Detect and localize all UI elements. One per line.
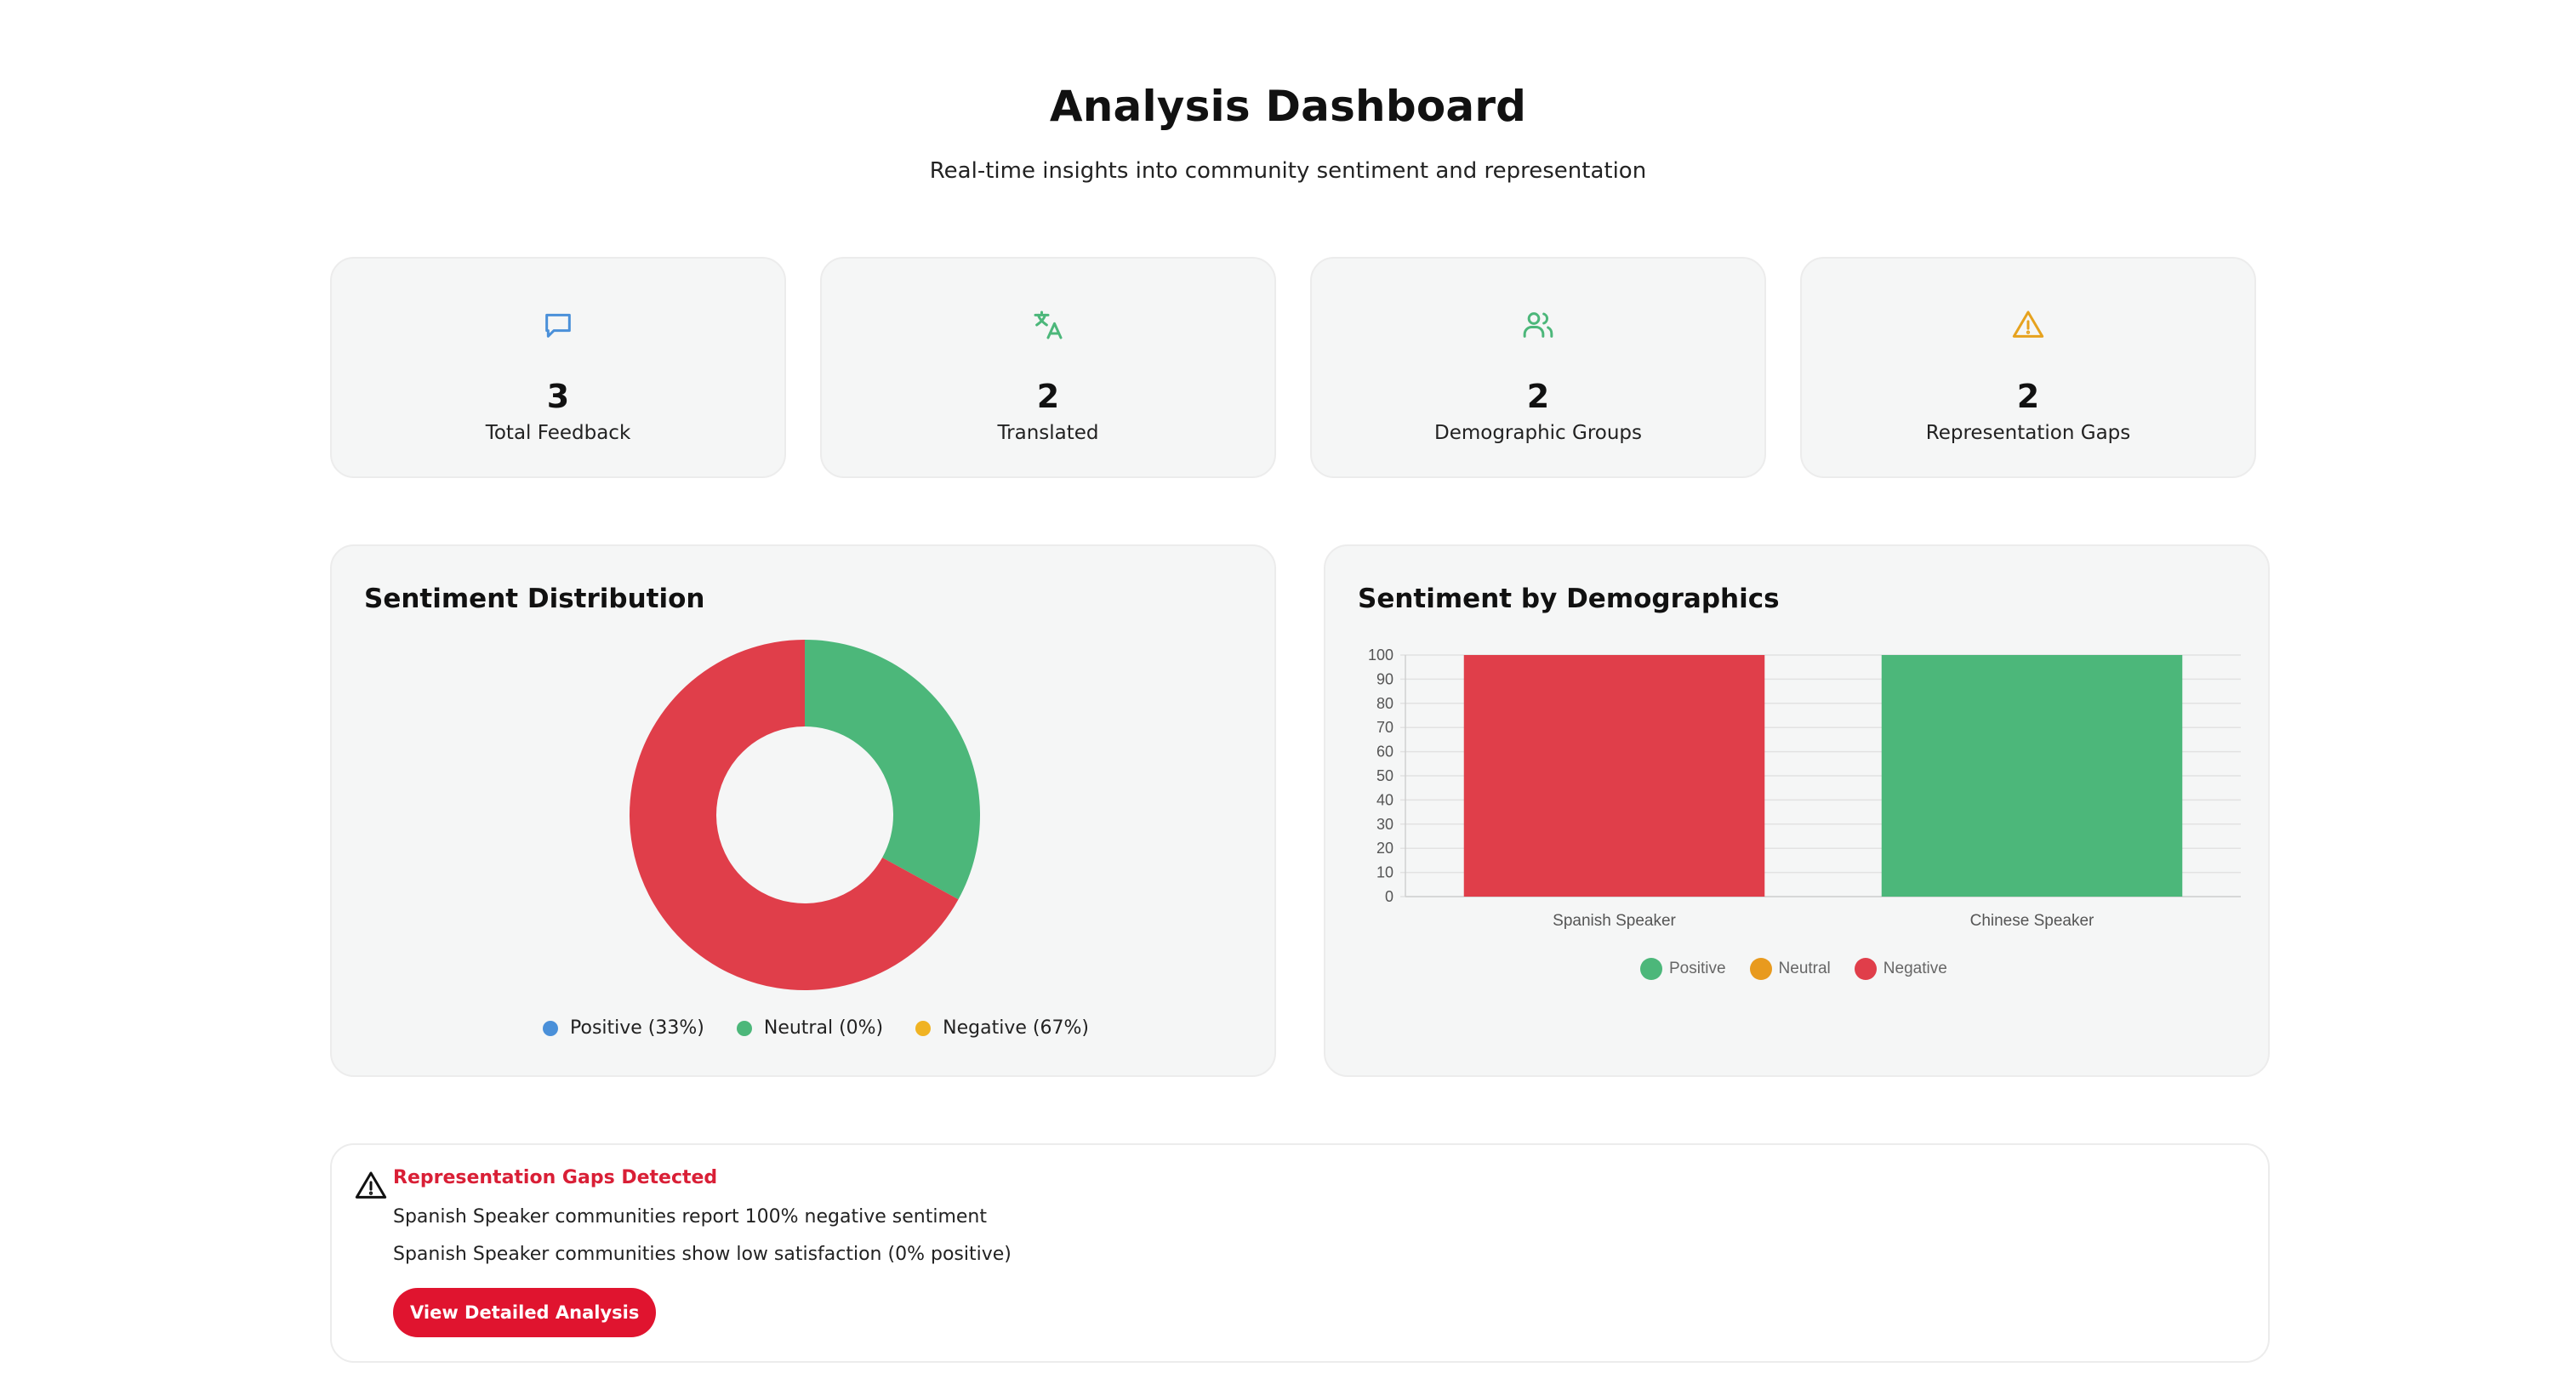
x-tick-label: Spanish Speaker	[1553, 912, 1676, 930]
page-title: Analysis Dashboard	[1049, 82, 1527, 131]
donut-legend: Positive (33%) Neutral (0%) Negative (67…	[543, 1017, 1121, 1039]
legend-item-positive[interactable]: Positive	[1640, 958, 1726, 980]
bar-legend: Positive Neutral Negative	[1640, 958, 1971, 980]
stat-card-total-feedback: 3 Total Feedback	[330, 257, 786, 478]
y-tick-label: 100	[1368, 647, 1393, 664]
warning-icon	[1802, 308, 2254, 345]
x-tick-label: Chinese Speaker	[1970, 912, 2094, 930]
legend-label: Negative (67%)	[943, 1017, 1089, 1039]
legend-label: Positive	[1669, 960, 1726, 977]
y-tick-label: 10	[1376, 864, 1393, 881]
legend-dot	[736, 1020, 752, 1036]
stat-label: Translated	[997, 422, 1099, 444]
legend-dot	[915, 1020, 932, 1036]
stat-label: Representation Gaps	[1925, 422, 2131, 444]
y-tick-label: 50	[1376, 767, 1393, 784]
stat-value: 2	[2016, 378, 2040, 415]
legend-item-neutral[interactable]: Neutral (0%)	[736, 1017, 884, 1039]
message-icon	[332, 308, 784, 345]
representation-gaps-alert: Representation Gaps Detected Spanish Spe…	[330, 1143, 2270, 1363]
legend-label: Neutral	[1778, 960, 1831, 977]
alert-line: Spanish Speaker communities show low sat…	[393, 1244, 1012, 1265]
y-tick-label: 90	[1376, 670, 1393, 687]
y-tick-label: 80	[1376, 695, 1393, 712]
stat-value: 3	[546, 378, 570, 415]
stat-card-demographic-groups: 2 Demographic Groups	[1310, 257, 1766, 478]
panel-title: Sentiment Distribution	[364, 584, 705, 614]
legend-item-neutral[interactable]: Neutral	[1749, 958, 1831, 980]
y-tick-label: 20	[1376, 840, 1393, 857]
legend-label: Neutral (0%)	[763, 1017, 884, 1039]
y-tick-label: 60	[1376, 743, 1393, 761]
stat-value: 2	[1036, 378, 1060, 415]
legend-label: Negative	[1883, 960, 1947, 977]
legend-dot	[1854, 958, 1877, 980]
bar-chinese-speaker-positive[interactable]	[1881, 655, 2183, 897]
page-subtitle: Real-time insights into community sentim…	[929, 158, 1647, 184]
stat-value: 2	[1526, 378, 1550, 415]
donut-slice-negative[interactable]	[630, 640, 959, 990]
legend-item-negative[interactable]: Negative (67%)	[915, 1017, 1089, 1039]
legend-item-negative[interactable]: Negative	[1854, 958, 1947, 980]
bar-spanish-speaker-negative[interactable]	[1463, 655, 1765, 897]
legend-dot	[1749, 958, 1772, 980]
y-tick-label: 0	[1385, 888, 1393, 905]
warning-icon	[354, 1169, 388, 1203]
translate-icon	[822, 308, 1274, 345]
legend-label: Positive (33%)	[570, 1017, 704, 1039]
bar-chart: 0 10 20 30 40 50 60 70 80 90 100 Spanish Speaker Chi…	[1368, 647, 2241, 930]
stat-card-representation-gaps: 2 Representation Gaps	[1800, 257, 2256, 478]
users-icon	[1312, 308, 1764, 345]
donut-chart	[630, 640, 980, 990]
legend-dot	[1640, 958, 1662, 980]
donut-slice-positive[interactable]	[805, 640, 980, 900]
stat-label: Total Feedback	[485, 422, 631, 444]
legend-item-positive[interactable]: Positive (33%)	[543, 1017, 704, 1039]
view-detailed-analysis-button[interactable]: View Detailed Analysis	[393, 1288, 657, 1337]
alert-line: Spanish Speaker communities report 100% …	[393, 1206, 987, 1228]
y-tick-label: 70	[1376, 719, 1393, 736]
sentiment-demographics-panel: Sentiment by Demographics 0 10 20 30 40 50 60 7…	[1324, 544, 2270, 1077]
y-tick-label: 40	[1376, 791, 1393, 808]
alert-title: Representation Gaps Detected	[393, 1167, 718, 1188]
legend-dot	[543, 1020, 558, 1036]
sentiment-distribution-panel: Sentiment Distribution Positive (33%) Ne…	[330, 544, 1276, 1077]
stat-label: Demographic Groups	[1433, 422, 1642, 444]
panel-title: Sentiment by Demographics	[1358, 584, 1780, 614]
stat-card-translated: 2 Translated	[820, 257, 1276, 478]
y-tick-label: 30	[1376, 816, 1393, 833]
